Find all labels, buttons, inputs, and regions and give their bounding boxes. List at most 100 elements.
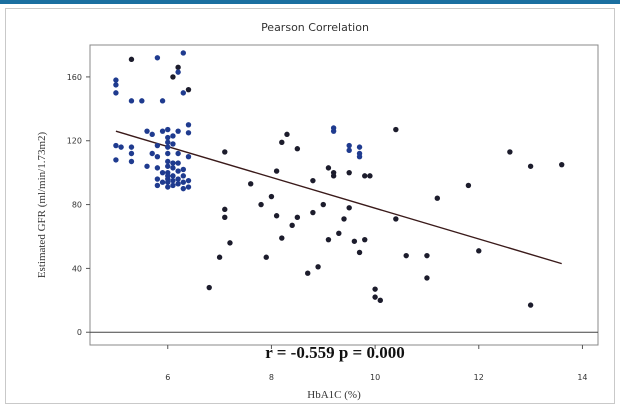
data-point-dark [434,195,441,201]
data-point-blue [346,147,352,154]
data-point-blue [154,176,161,182]
data-point-blue [165,179,171,185]
data-point-dark [206,284,212,291]
data-point-blue [175,176,181,182]
y-tick-label: 160 [67,73,82,82]
x-tick-label: 8 [269,373,274,382]
data-point-dark [222,206,228,213]
data-point-blue [175,181,181,187]
data-point-blue [185,154,192,160]
data-point-dark [315,264,321,270]
data-point-blue [149,131,155,138]
data-point-blue [185,177,192,184]
data-point-dark [273,213,280,219]
data-point-blue [356,154,363,160]
data-point-dark [305,270,311,276]
data-point-blue [170,160,176,166]
data-point-dark [362,236,368,243]
data-point-dark [393,126,399,133]
data-point-blue [144,163,150,169]
data-point-dark [284,131,290,138]
data-point-dark [356,249,363,256]
data-point-blue [128,144,135,150]
data-point-blue [154,142,161,149]
data-point-dark [465,182,472,189]
data-point-blue [175,69,181,75]
y-tick-label: 120 [67,137,82,146]
data-point-dark [424,275,430,281]
y-tick-label: 80 [72,201,82,210]
data-point-dark [222,214,228,221]
data-point-blue [185,122,192,128]
regression-line [115,130,562,265]
data-point-dark [341,216,347,222]
data-point-blue [154,154,161,160]
data-point-dark [362,173,368,179]
data-point-dark [263,254,269,260]
data-point-dark [216,254,223,260]
correlation-stats: r = -0.559 p = 0.000 [265,343,404,362]
data-point-dark [128,56,135,63]
data-point-dark [227,240,233,246]
data-point-blue [113,142,119,149]
data-point-blue [128,150,135,157]
data-point-dark [247,181,254,187]
data-point-blue [180,179,187,185]
data-point-dark [377,297,383,304]
data-point-dark [330,169,337,176]
data-point-blue [113,77,119,83]
data-point-blue [159,98,166,104]
x-axis: 6 8 10 12 14 [165,345,588,382]
data-point-blue [356,144,363,150]
data-point-blue [139,98,145,104]
data-point-dark [185,86,192,93]
data-point-dark [289,222,295,229]
data-point-blue [165,150,171,157]
data-point-blue [185,184,192,190]
data-point-dark [346,169,352,176]
data-point-blue [170,141,176,147]
data-point-blue [180,173,187,179]
data-point-dark [559,161,565,168]
data-point-dark [222,149,228,155]
data-point-dark [279,139,285,146]
data-points [113,50,565,308]
data-point-blue [165,184,171,190]
x-tick-label: 14 [577,373,587,382]
data-point-dark [351,238,358,244]
data-point-dark [170,74,176,80]
data-point-blue [165,126,171,133]
data-point-blue [159,169,166,176]
data-point-dark [310,177,316,184]
data-point-blue [180,185,187,192]
data-point-blue [128,98,135,104]
y-axis: 0 40 80 120 160 [67,73,90,337]
data-point-dark [325,236,332,243]
data-point-blue [170,173,176,179]
data-point-blue [128,158,135,165]
data-point-dark [310,209,316,216]
data-point-blue [170,133,176,139]
data-point-blue [113,82,119,88]
data-point-dark [476,248,482,254]
data-point-dark [424,252,430,259]
data-point-blue [175,150,181,157]
data-point-blue [159,179,166,185]
data-point-dark [268,193,275,200]
data-point-blue [118,144,124,150]
data-point-blue [170,177,176,184]
data-point-dark [175,64,181,71]
y-tick-label: 0 [77,328,82,337]
data-point-dark [403,252,409,259]
data-point-blue [180,166,187,173]
data-point-dark [273,168,280,174]
data-point-blue [154,165,161,171]
data-point-dark [279,235,285,241]
data-point-blue [165,163,171,169]
data-point-dark [372,294,378,300]
data-point-blue [330,128,337,134]
data-point-blue [165,144,171,150]
top-accent-rule [0,0,620,4]
data-point-blue [165,139,171,146]
data-point-blue [149,150,155,157]
